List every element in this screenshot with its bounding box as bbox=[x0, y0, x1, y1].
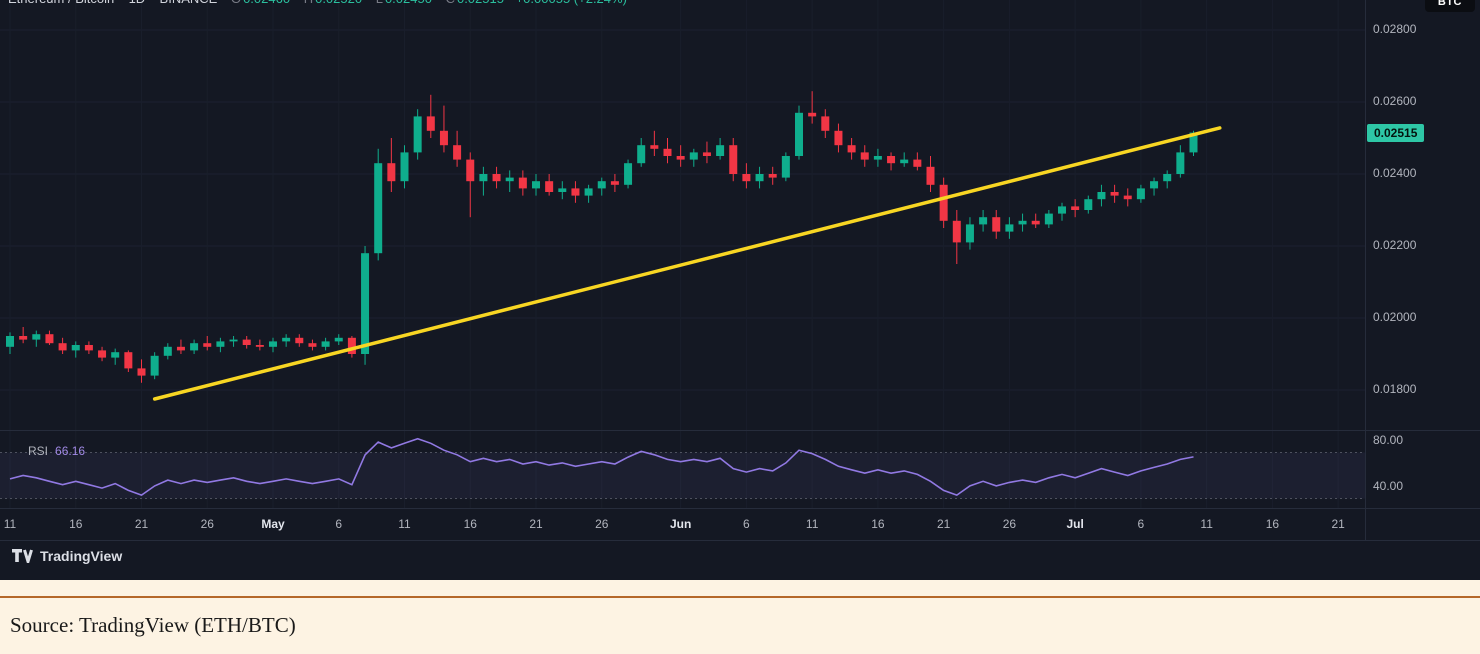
tradingview-logo[interactable]: TradingView bbox=[12, 548, 122, 564]
last-price-badge: 0.02515 bbox=[1367, 123, 1425, 142]
price-tick-label: 0.02000 bbox=[1373, 310, 1417, 324]
price-tick-label: 0.01800 bbox=[1373, 382, 1417, 396]
legend-separator: · bbox=[119, 0, 123, 6]
time-tick-label: May bbox=[261, 517, 285, 531]
chart-plot-canvas[interactable] bbox=[0, 0, 1480, 580]
time-tick-label: 21 bbox=[529, 517, 543, 531]
source-caption: Source: TradingView (ETH/BTC) bbox=[10, 613, 296, 637]
time-tick-label: 21 bbox=[936, 517, 951, 531]
currency-toggle-button[interactable]: BTC bbox=[1424, 0, 1475, 12]
rsi-value: 66.16 bbox=[55, 444, 86, 458]
rsi-indicator-legend[interactable]: RSI 66.16 bbox=[28, 444, 85, 458]
time-tick-label: 11 bbox=[1200, 517, 1213, 531]
price-tick-label: 0.02600 bbox=[1373, 94, 1417, 108]
time-tick-label: Jun bbox=[669, 517, 692, 531]
time-tick-label: 6 bbox=[1137, 517, 1145, 531]
time-tick-label: 11 bbox=[3, 517, 17, 531]
time-tick-label: 6 bbox=[335, 517, 343, 531]
time-tick-label: 11 bbox=[805, 517, 819, 531]
divider-rule bbox=[0, 596, 1480, 598]
tradingview-logo-text: TradingView bbox=[40, 548, 123, 564]
tradingview-logo-icon bbox=[12, 549, 33, 563]
rsi-bands bbox=[0, 452, 1365, 499]
time-tick-label: 11 bbox=[398, 517, 411, 531]
legend-separator: · bbox=[150, 0, 154, 6]
caption-area: Source: TradingView (ETH/BTC) bbox=[0, 580, 1480, 654]
time-tick-label: 21 bbox=[1331, 517, 1345, 531]
close-value: C0.02515 bbox=[446, 0, 504, 6]
price-tick-label: 0.02400 bbox=[1373, 166, 1417, 180]
time-tick-label: 26 bbox=[200, 517, 214, 531]
time-tick-label: 26 bbox=[1002, 517, 1017, 531]
time-tick-label: 16 bbox=[69, 517, 83, 531]
time-tick-label: Jul bbox=[1066, 517, 1084, 531]
time-tick-label: 6 bbox=[743, 517, 750, 531]
candlestick-series bbox=[6, 91, 1198, 383]
time-tick-label: 21 bbox=[134, 517, 149, 531]
symbol-name[interactable]: Ethereum / Bitcoin bbox=[8, 0, 114, 6]
time-tick-label: 16 bbox=[463, 517, 477, 531]
exchange-label[interactable]: BINANCE bbox=[160, 0, 218, 6]
rsi-label: RSI bbox=[28, 444, 49, 458]
pane-dividers bbox=[0, 0, 1480, 541]
change-value: +0.00055 (+2.24%) bbox=[516, 0, 627, 6]
time-tick-label: 16 bbox=[871, 517, 885, 531]
rsi-tick-label: 40.00 bbox=[1373, 479, 1404, 493]
interval-label[interactable]: 1D bbox=[129, 0, 146, 6]
low-value: L0.02450 bbox=[376, 0, 432, 6]
rsi-tick-label: 80.00 bbox=[1373, 433, 1404, 447]
time-tick-label: 26 bbox=[595, 517, 609, 531]
tradingview-chart: Ethereum / Bitcoin · 1D · BINANCE O0.02460 H… bbox=[0, 0, 1480, 580]
time-tick-label: 16 bbox=[1265, 517, 1280, 531]
high-value: H0.02520 bbox=[304, 0, 362, 6]
open-value: O0.02460 bbox=[231, 0, 290, 6]
grid-lines bbox=[0, 29, 1365, 391]
rsi-line bbox=[9, 437, 1194, 496]
price-tick-label: 0.02200 bbox=[1373, 238, 1417, 252]
ascending-trendline[interactable] bbox=[152, 126, 1222, 401]
chart-legend[interactable]: Ethereum / Bitcoin · 1D · BINANCE O0.02460 H… bbox=[8, 0, 627, 6]
price-tick-label: 0.02800 bbox=[1373, 22, 1417, 36]
